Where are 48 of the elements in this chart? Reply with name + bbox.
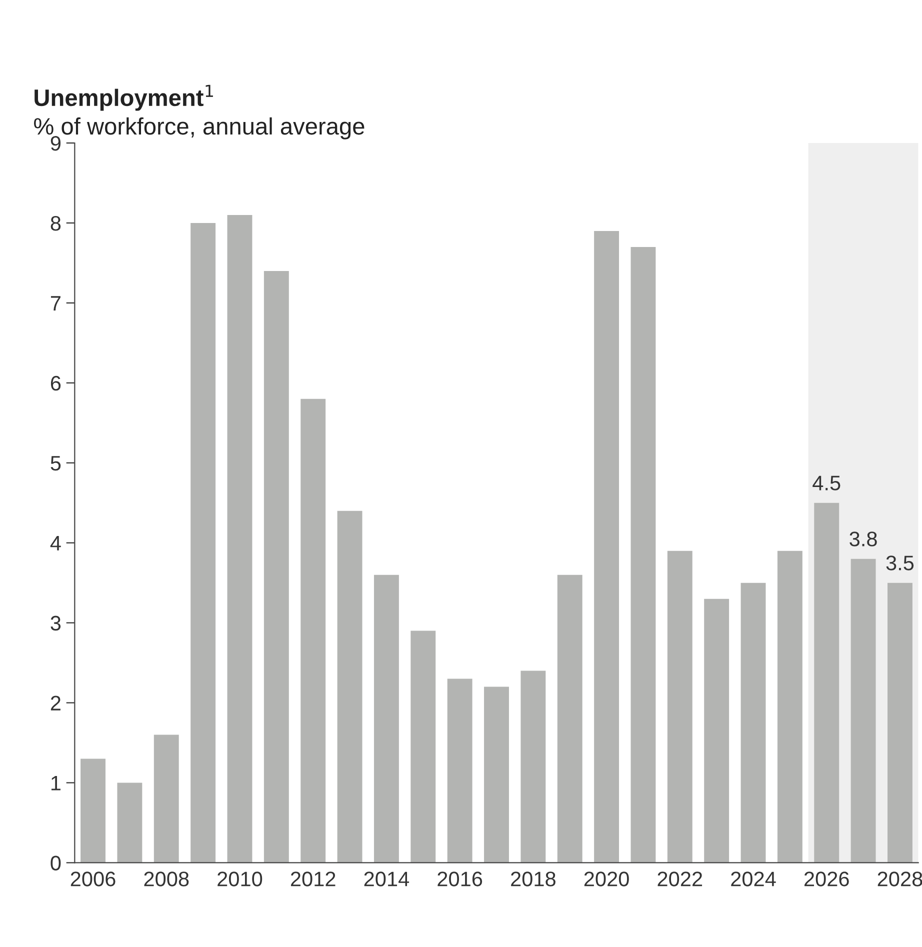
data-label: 3.8 (850, 532, 877, 546)
bar (740, 582, 766, 863)
bar (704, 598, 730, 863)
bar (484, 686, 509, 863)
x-tick-label: 2012 (290, 872, 336, 886)
x-tick-label: 2016 (438, 872, 482, 886)
y-tick-label: 8 (50, 216, 61, 231)
x-tick-label: 2014 (364, 872, 410, 886)
chart-title: Unemployment$^{1}$ (34, 84, 213, 111)
bar (777, 550, 802, 863)
bar (594, 230, 620, 863)
y-tick-label: 5 (50, 456, 61, 471)
bar (630, 246, 656, 863)
y-tick-label: 2 (50, 696, 60, 710)
bar (410, 630, 436, 863)
data-label: 3.5 (886, 556, 914, 570)
bar (447, 678, 472, 863)
x-tick-label: 2022 (658, 872, 702, 886)
bar (814, 502, 840, 863)
x-tick-label: 2024 (731, 872, 776, 886)
bar (227, 214, 252, 863)
y-tick-label: 0 (50, 856, 61, 870)
x-tick-label: 2028 (878, 872, 922, 886)
y-tick-label: 3 (50, 616, 61, 631)
bar (374, 574, 399, 863)
bar (117, 782, 142, 863)
bar (190, 222, 216, 863)
x-tick-label: 2006 (70, 872, 116, 886)
data-label: 4.5 (812, 476, 840, 490)
x-tick-label: 2008 (144, 872, 189, 886)
bar (264, 270, 289, 863)
x-tick-label: 2026 (804, 872, 849, 886)
bar (850, 558, 876, 863)
bar (520, 670, 546, 863)
bar (557, 574, 582, 863)
bar (667, 550, 692, 863)
x-tick-label: 2020 (584, 872, 629, 886)
x-tick-label: 2018 (511, 872, 556, 886)
y-tick-label: 4 (50, 536, 61, 550)
bar (154, 734, 179, 863)
y-tick-label: 1 (51, 776, 60, 790)
bar (300, 398, 326, 863)
x-tick-label: 2010 (218, 872, 262, 886)
bar (80, 758, 106, 863)
bar (337, 510, 362, 863)
y-tick-label: 7 (50, 296, 60, 310)
bar (888, 582, 912, 863)
y-tick-label: 6 (50, 376, 61, 391)
